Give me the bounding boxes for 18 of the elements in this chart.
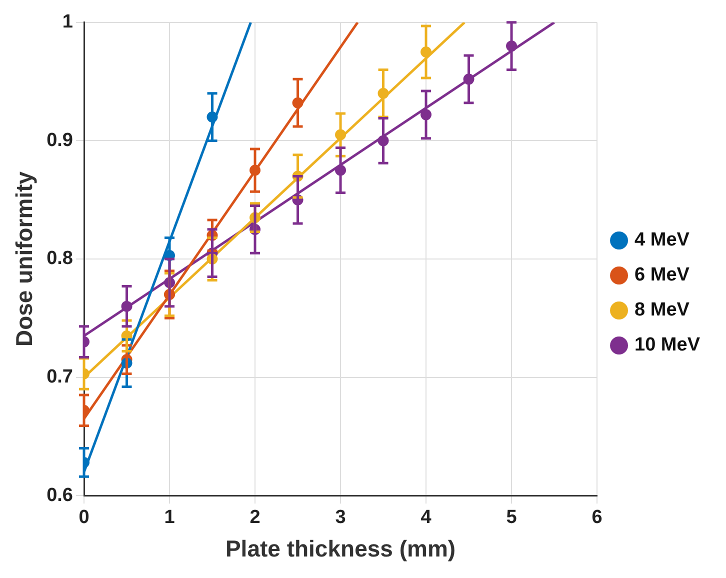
legend-label: 6 MeV (634, 264, 690, 286)
x-tick-label: 5 (506, 507, 518, 528)
y-tick-label: 0.9 (46, 130, 74, 151)
x-tick-label: 6 (592, 507, 602, 528)
legend-label: 4 MeV (634, 230, 690, 251)
x-tick-label: 4 (420, 507, 432, 528)
y-tick-label: 0.7 (46, 366, 74, 388)
y-tick-label: 1 (62, 12, 74, 33)
x-tick-label: 0 (78, 507, 90, 528)
y-axis-title: Dose uniformity (11, 171, 38, 347)
y-tick-label: 0.6 (46, 484, 74, 506)
x-tick-label: 3 (335, 507, 346, 528)
x-tick-label: 2 (250, 507, 260, 528)
legend-label: 10 MeV (634, 334, 700, 356)
y-tick-label: 0.8 (46, 248, 74, 270)
x-tick-label: 1 (164, 507, 176, 528)
legend-label: 8 MeV (634, 300, 690, 321)
x-axis-title: Plate thickness (mm) (225, 536, 456, 562)
